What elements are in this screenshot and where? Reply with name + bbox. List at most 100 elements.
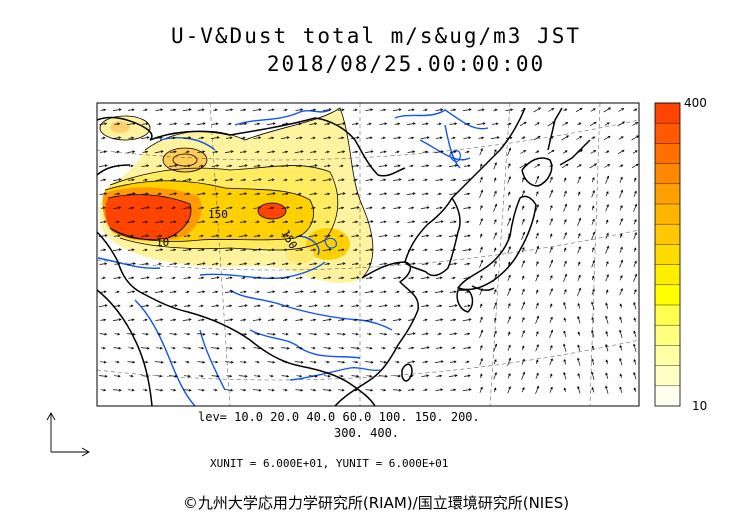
wind-vector xyxy=(393,165,401,167)
wind-vector-head xyxy=(118,318,122,321)
wind-vector xyxy=(448,165,458,167)
wind-vector-head xyxy=(398,136,402,140)
wind-vector xyxy=(126,193,136,195)
wind-vector xyxy=(535,191,539,197)
wind-vector-head xyxy=(383,318,387,322)
wind-vector-head xyxy=(313,290,317,294)
wind-vector xyxy=(324,263,330,265)
wind-vector-head xyxy=(312,136,316,140)
wind-vector xyxy=(507,358,511,366)
wind-vector-head xyxy=(579,136,583,139)
wind-vector xyxy=(450,109,456,111)
wind-vector-head xyxy=(341,388,345,392)
wind-vector-head xyxy=(550,386,553,390)
wind-vector xyxy=(280,347,290,349)
wind-vector xyxy=(99,151,107,153)
wind-vector xyxy=(295,347,303,349)
japan-honshu xyxy=(457,195,537,291)
wind-vector-head xyxy=(493,289,497,292)
colorbar-min-label: 10 xyxy=(692,399,708,413)
wind-vector xyxy=(408,137,414,139)
wind-vector xyxy=(253,137,261,139)
wind-vector-head xyxy=(160,178,164,182)
wind-vector xyxy=(309,263,317,265)
wind-vector xyxy=(476,123,486,125)
wind-vector-head xyxy=(507,303,511,306)
wind-vector-head xyxy=(215,360,219,364)
wind-vector xyxy=(183,347,191,349)
wind-vector-head xyxy=(440,178,444,182)
wind-vector-head xyxy=(230,248,234,252)
wind-vector-head xyxy=(370,248,374,252)
wind-vector xyxy=(296,375,302,377)
wind-vector xyxy=(128,137,134,139)
wind-vector-head xyxy=(592,218,595,222)
wind-vector xyxy=(521,359,525,365)
wind-vector-head xyxy=(439,346,443,350)
wind-vector-head xyxy=(214,388,218,392)
wind-vector xyxy=(535,344,539,352)
wind-vector-head xyxy=(271,136,275,140)
wind-vector xyxy=(351,123,359,125)
wind-vector-head xyxy=(214,178,218,182)
wind-vector-head xyxy=(200,304,204,308)
wind-vector-head xyxy=(244,304,248,307)
wind-vector-head xyxy=(230,108,234,112)
wind-vector xyxy=(407,179,415,181)
wind-vector xyxy=(563,232,567,240)
wind-vector-head xyxy=(174,192,178,196)
wind-vector-head xyxy=(144,178,148,182)
wind-vector xyxy=(309,221,317,223)
wind-vector xyxy=(225,207,233,209)
wind-vector xyxy=(549,260,553,268)
wind-vector-head xyxy=(606,232,609,236)
wind-vector-head xyxy=(468,318,472,321)
wind-vector xyxy=(507,246,511,254)
wind-vector xyxy=(310,319,316,321)
wind-vector xyxy=(365,207,373,209)
wind-vector xyxy=(182,109,192,111)
wind-vector xyxy=(619,205,623,211)
wind-vector xyxy=(350,347,360,349)
wind-vector xyxy=(142,291,148,293)
wind-vector xyxy=(379,333,387,335)
wind-vector xyxy=(337,109,345,111)
wind-vector xyxy=(549,288,553,296)
wind-vector-head xyxy=(214,248,218,252)
wind-vector xyxy=(252,179,262,181)
wind-vector xyxy=(632,150,638,154)
wind-vector-head xyxy=(551,149,555,153)
wind-vector xyxy=(113,207,121,209)
wind-vector-head xyxy=(215,192,219,196)
wind-vector-head xyxy=(355,290,359,294)
wind-vector-head xyxy=(286,304,290,308)
wind-vector-head xyxy=(313,150,317,154)
wind-vector-head xyxy=(494,232,497,235)
wind-vector-head xyxy=(578,204,581,208)
wind-vector xyxy=(296,235,302,237)
wind-vector-head xyxy=(468,206,472,210)
wind-vector-head xyxy=(592,288,595,292)
wind-vector-head xyxy=(620,218,623,221)
wind-vector xyxy=(364,361,374,363)
wind-vector-head xyxy=(116,150,120,154)
wind-vector xyxy=(127,389,135,391)
colorbar-swatch xyxy=(655,123,680,144)
wind-vector-head xyxy=(243,220,247,224)
wind-vector-head xyxy=(605,343,608,347)
wind-vector-head xyxy=(524,163,528,166)
wind-vector-head xyxy=(383,248,387,252)
wind-vector-head xyxy=(620,246,623,250)
wind-vector xyxy=(619,288,623,296)
wind-vector-head xyxy=(550,259,554,263)
wind-vector xyxy=(225,389,233,391)
wind-vector xyxy=(254,123,260,125)
wind-vector-head xyxy=(341,108,345,112)
wind-vector-head xyxy=(299,374,303,378)
wind-vector-head xyxy=(228,122,232,126)
wind-vector-head xyxy=(258,276,262,280)
wind-vector-head xyxy=(564,232,567,235)
wind-vector-head xyxy=(577,357,580,361)
wind-vector-head xyxy=(369,346,373,350)
wind-vector-head xyxy=(201,248,205,252)
